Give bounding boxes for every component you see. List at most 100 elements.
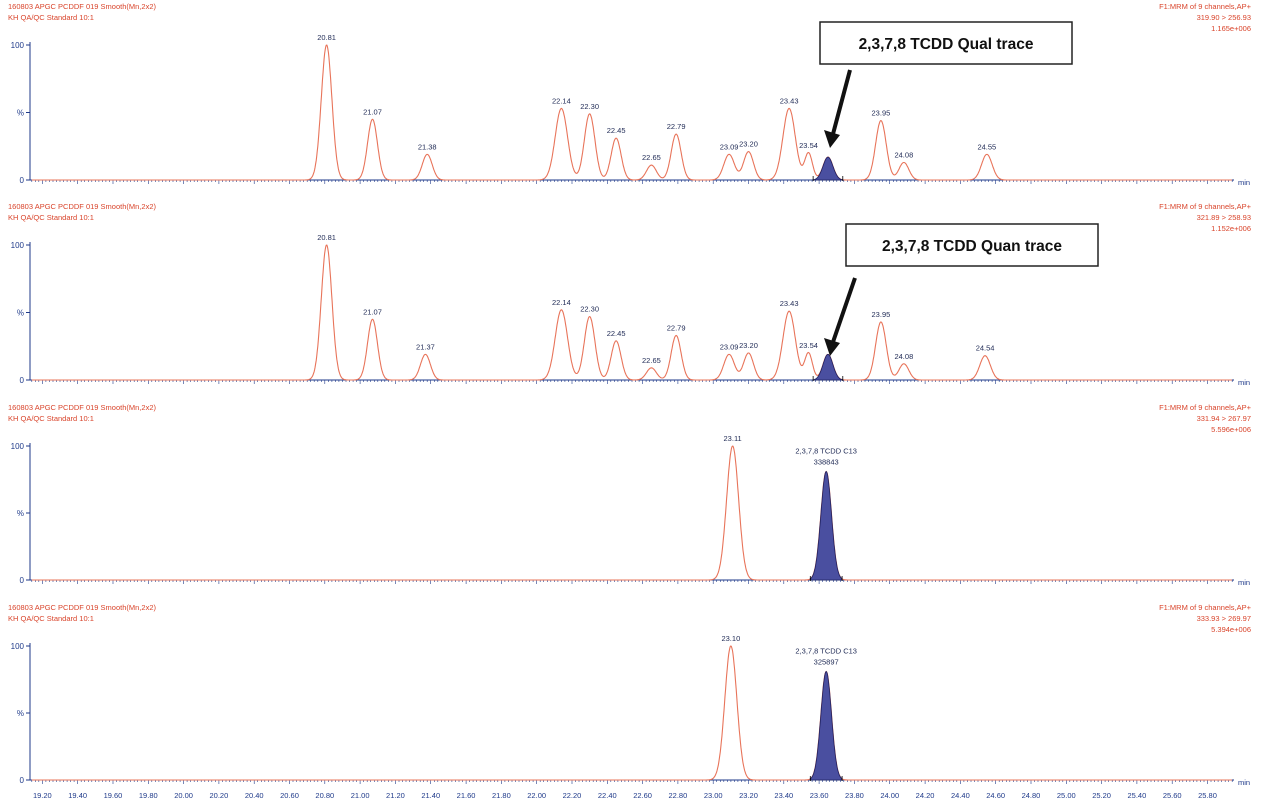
x-tick-label: 23.40 <box>774 791 793 800</box>
peak-label: 23.20 <box>739 341 758 350</box>
trace-header-right: 5.394e+006 <box>1211 625 1251 634</box>
peak-label: 23.20 <box>739 140 758 149</box>
x-tick-label: 20.20 <box>210 791 229 800</box>
x-tick-label: 24.00 <box>880 791 899 800</box>
x-tick-label: 19.80 <box>139 791 158 800</box>
x-tick-label: 21.40 <box>421 791 440 800</box>
x-tick-label: 24.20 <box>916 791 935 800</box>
integrated-peak <box>812 156 845 181</box>
peak-label: 24.55 <box>977 142 996 151</box>
trace-line <box>31 44 1232 181</box>
x-tick-label: 19.40 <box>68 791 87 800</box>
x-tick-label: 25.00 <box>1057 791 1076 800</box>
trace-header-right: 1.165e+006 <box>1211 24 1251 33</box>
callout-arrow-head <box>824 338 840 356</box>
x-axis-unit: min <box>1238 578 1250 587</box>
peak-label: 21.38 <box>418 142 437 151</box>
peak-area-label: 338843 <box>814 457 839 466</box>
trace-header-right: F1:MRM of 9 channels,AP+ <box>1159 603 1252 612</box>
trace-header-right: 319.90 > 256.93 <box>1197 13 1251 22</box>
x-tick-label: 25.40 <box>1128 791 1147 800</box>
y-tick-label: 0 <box>20 576 25 585</box>
x-ticks <box>31 380 1233 384</box>
callout-box <box>819 21 1073 65</box>
y-tick-label: 100 <box>11 241 25 250</box>
chromatogram-panel-3: 160803 APGC PCDDF 019 Smooth(Mn,2x2) KH Q… <box>8 403 1252 587</box>
peak-label: 22.14 <box>552 298 571 307</box>
chromatogram-panel-4: 160803 APGC PCDDF 019 Smooth(Mn,2x2) KH Q… <box>8 603 1252 800</box>
peak-label: 23.43 <box>780 299 799 308</box>
peak-label: 24.08 <box>894 352 913 361</box>
trace-header-left: 160803 APGC PCDDF 019 Smooth(Mn,2x2) <box>8 403 156 412</box>
y-tick-label: % <box>17 509 24 518</box>
y-tick-label: 100 <box>11 41 25 50</box>
x-tick-label: 23.80 <box>845 791 864 800</box>
x-tick-label: 19.20 <box>33 791 52 800</box>
x-tick-label: 22.60 <box>633 791 652 800</box>
peak-label: 22.79 <box>667 122 686 131</box>
trace-header-right: 333.93 > 269.97 <box>1197 614 1251 623</box>
peak-label: 23.43 <box>780 96 799 105</box>
peak-label: 21.07 <box>363 307 382 316</box>
callout-text: 2,3,7,8 TCDD Quan trace <box>882 238 1062 255</box>
trace-header-left: KH QA/QC Standard 10:1 <box>8 414 94 423</box>
y-tick-label: 100 <box>11 642 25 651</box>
peak-label: 23.09 <box>720 142 739 151</box>
callout-text: 2,3,7,8 TCDD Qual trace <box>859 36 1034 53</box>
x-tick-label: 19.60 <box>104 791 123 800</box>
trace-header-left: 160803 APGC PCDDF 019 Smooth(Mn,2x2) <box>8 603 156 612</box>
trace-header-left: KH QA/QC Standard 10:1 <box>8 213 94 222</box>
trace-header-left: KH QA/QC Standard 10:1 <box>8 614 94 623</box>
peak-label: 23.10 <box>721 634 740 643</box>
x-ticks <box>31 180 1233 184</box>
peak-label: 22.65 <box>642 153 661 162</box>
peak-label: 23.11 <box>724 434 742 443</box>
x-tick-label: 24.40 <box>951 791 970 800</box>
peak-label: 24.54 <box>976 344 995 353</box>
x-tick-label: 20.40 <box>245 791 264 800</box>
trace-header-right: 331.94 > 267.97 <box>1197 414 1251 423</box>
chromatogram-panel-1: 160803 APGC PCDDF 019 Smooth(Mn,2x2) KH Q… <box>8 2 1252 187</box>
peak-label: 22.45 <box>607 126 626 135</box>
x-tick-label: 22.00 <box>527 791 546 800</box>
x-tick-label: 21.60 <box>457 791 476 800</box>
x-tick-label: 22.80 <box>669 791 688 800</box>
y-tick-label: % <box>17 309 24 318</box>
x-tick-label: 20.00 <box>174 791 193 800</box>
peak-area-label: 325897 <box>814 657 839 666</box>
trace-header-left: 160803 APGC PCDDF 019 Smooth(Mn,2x2) <box>8 202 156 211</box>
x-axis-unit: min <box>1238 378 1250 387</box>
trace-header-right: F1:MRM of 9 channels,AP+ <box>1159 2 1252 11</box>
peak-label: 20.81 <box>317 33 336 42</box>
callout-arrow-shaft <box>831 69 852 135</box>
peak-label: 23.95 <box>872 109 891 118</box>
trace-line <box>31 645 1232 781</box>
y-tick-label: 0 <box>20 376 25 385</box>
peak-label: 2,3,7,8 TCDD C13 <box>795 446 857 455</box>
peak-label: 22.79 <box>667 323 686 332</box>
x-tick-label: 21.20 <box>386 791 405 800</box>
peak-label: 23.54 <box>799 341 818 350</box>
x-tick-label: 22.20 <box>563 791 582 800</box>
x-tick-label: 25.80 <box>1198 791 1217 800</box>
x-tick-label: 23.20 <box>739 791 758 800</box>
peak-label: 23.09 <box>720 342 739 351</box>
trace-header-left: 160803 APGC PCDDF 019 Smooth(Mn,2x2) <box>8 2 156 11</box>
peak-label: 21.07 <box>363 107 382 116</box>
trace-header-right: 1.152e+006 <box>1211 224 1251 233</box>
x-tick-label: 22.40 <box>598 791 617 800</box>
x-ticks <box>31 780 1233 784</box>
integrated-peak <box>809 470 843 581</box>
peak-label: 22.14 <box>552 96 571 105</box>
x-tick-label: 21.00 <box>351 791 370 800</box>
peak-label: 2,3,7,8 TCDD C13 <box>795 646 857 655</box>
y-tick-label: 0 <box>20 176 25 185</box>
peak-label: 22.65 <box>642 356 661 365</box>
callout-arrow-shaft <box>831 277 857 343</box>
chromatogram-panel-2: 160803 APGC PCDDF 019 Smooth(Mn,2x2) KH Q… <box>8 202 1252 387</box>
x-tick-label: 23.00 <box>704 791 723 800</box>
x-tick-label: 20.60 <box>280 791 299 800</box>
y-tick-label: 100 <box>11 442 25 451</box>
x-tick-label: 20.80 <box>315 791 334 800</box>
x-tick-label: 23.60 <box>810 791 829 800</box>
